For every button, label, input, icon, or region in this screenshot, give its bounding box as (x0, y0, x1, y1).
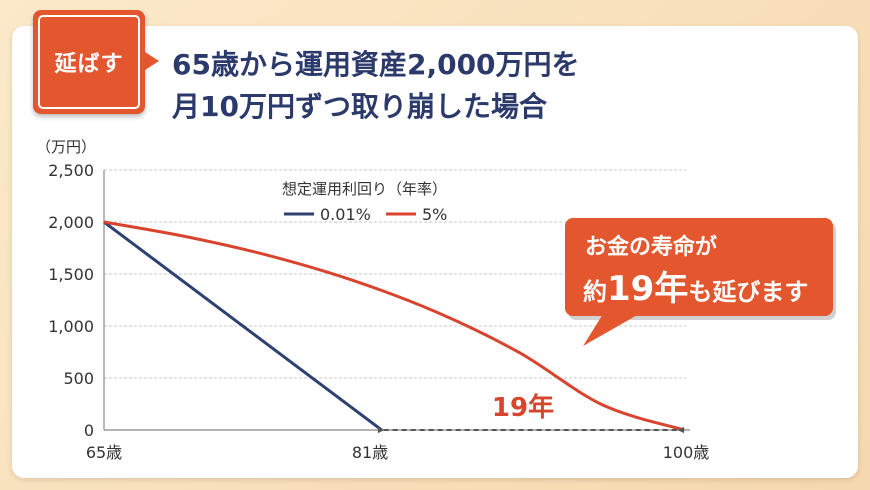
duration-label: 19年 (492, 392, 554, 423)
y-tick-label: 0 (84, 421, 94, 440)
y-tick-label: 2,000 (48, 213, 94, 232)
badge-label: 延ばす (38, 15, 140, 109)
legend-title: 想定運用利回り（年率） (282, 180, 447, 198)
callout-emphasis: 19年 (607, 269, 688, 309)
badge-pointer (145, 52, 159, 70)
headline: 65歳から運用資産2,000万円を 月10万円ずつ取り崩した場合 (172, 44, 792, 128)
headline-line1: 65歳から運用資産2,000万円を (172, 48, 580, 81)
badge: 延ばす (33, 10, 145, 114)
callout-box (565, 218, 833, 316)
series-line-2 (103, 220, 685, 432)
callout-line2: 約19年も延びます (583, 269, 808, 309)
legend-label-2: 5% (422, 205, 447, 224)
callout-prefix: 約 (583, 278, 607, 306)
callout-tail (583, 314, 639, 346)
x-tick-label: 65歳 (86, 443, 122, 462)
callout-suffix: も延びます (688, 278, 808, 306)
legend-label-1: 0.01% (320, 205, 371, 224)
x-tick-label: 100歳 (663, 443, 710, 462)
y-tick-label: 2,500 (48, 161, 94, 180)
headline-line2: 月10万円ずつ取り崩した場合 (172, 90, 547, 123)
series-line-1 (103, 220, 383, 432)
callout-bubble (565, 218, 836, 346)
y-tick-label: 500 (63, 369, 94, 388)
x-tick-label: 81歳 (352, 443, 388, 462)
y-tick-label: 1,500 (48, 265, 94, 284)
callout-line1: お金の寿命が (585, 234, 717, 260)
y-tick-label: 1,000 (48, 317, 94, 336)
y-unit-label: （万円） (36, 138, 96, 156)
